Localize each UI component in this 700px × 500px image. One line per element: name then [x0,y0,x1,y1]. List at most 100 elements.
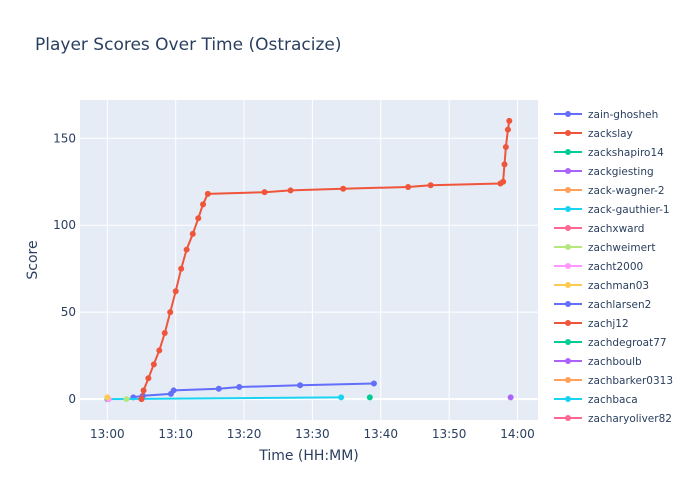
legend-item[interactable]: zachj12 [554,318,629,330]
legend-item[interactable]: zachdegroat77 [554,337,667,349]
legend-item[interactable]: zachxward [554,223,644,235]
x-tick-label: 13:50 [432,427,467,441]
legend-item[interactable]: zacht2000 [554,261,643,273]
data-point[interactable] [338,394,345,401]
data-point[interactable] [104,394,111,401]
x-axis-title: Time (HH:MM) [258,448,359,464]
data-point[interactable] [370,380,377,387]
data-point[interactable] [145,375,152,382]
legend-swatch-marker [565,168,571,174]
legend-label: zacharyoliver82 [588,413,672,425]
data-point[interactable] [195,215,202,222]
legend-item[interactable]: zachlarsen2 [554,299,651,311]
legend-item[interactable]: zain-ghosheh [554,109,658,121]
y-tick-label: 100 [53,218,76,232]
legend-swatch-marker [565,339,571,345]
legend-label: zachboulb [588,356,642,368]
data-point[interactable] [366,394,373,401]
data-point[interactable] [183,246,190,253]
series-zachweimert [123,396,130,403]
x-tick-label: 13:40 [363,427,398,441]
y-tick-label: 50 [61,305,76,319]
legend-label: zachman03 [588,280,649,292]
legend-item[interactable]: zachweimert [554,242,655,254]
y-tick-label: 0 [68,392,76,406]
data-point[interactable] [297,382,304,389]
data-point[interactable] [178,265,185,272]
data-point[interactable] [340,185,347,192]
data-point[interactable] [236,383,243,390]
legend-item[interactable]: zachbarker0313 [554,375,673,387]
data-point[interactable] [167,309,174,316]
data-point[interactable] [140,387,147,394]
data-point[interactable] [200,201,207,208]
legend-swatch-marker [565,244,571,250]
data-point[interactable] [172,288,179,295]
legend-label: zachlarsen2 [588,299,651,311]
y-axis-title: Score [25,240,41,279]
legend-item[interactable]: zack-wagner-2 [554,185,665,197]
series-line [107,396,342,401]
legend[interactable]: zain-ghosheh zackslay zackshapiro14 zackgie… [554,109,673,425]
data-point[interactable] [123,396,130,403]
legend-item[interactable]: zachboulb [554,356,642,368]
series-zackslay [138,117,513,403]
legend-item[interactable]: zachbaca [554,394,638,406]
legend-swatch-marker [565,415,571,421]
legend-item[interactable]: zacharyoliver82 [554,413,672,425]
legend-label: zain-ghosheh [588,109,658,121]
legend-swatch-marker [565,358,571,364]
chart-title: Player Scores Over Time (Ostracize) [35,35,342,55]
legend-swatch-marker [565,320,571,326]
data-point[interactable] [150,361,157,368]
data-point[interactable] [287,187,294,194]
legend-item[interactable]: zackshapiro14 [554,147,664,159]
data-point[interactable] [501,161,508,168]
series-zackshapiro14 [366,394,373,401]
data-point[interactable] [261,189,268,196]
legend-label: zachxward [588,223,644,235]
data-point[interactable] [215,385,222,392]
legend-label: zacht2000 [588,261,643,273]
data-point[interactable] [138,396,145,403]
legend-label: zachj12 [588,318,629,330]
legend-item[interactable]: zack-gauthier-1 [554,204,670,216]
legend-item[interactable]: zackslay [554,128,633,140]
data-point[interactable] [170,387,177,394]
data-point[interactable] [189,230,196,237]
legend-label: zachdegroat77 [588,337,667,349]
x-tick-label: 13:30 [295,427,330,441]
series-zachman03 [104,394,111,401]
data-point[interactable] [161,330,168,337]
legend-swatch-marker [565,206,571,212]
legend-item[interactable]: zackgiesting [554,166,654,178]
legend-swatch-marker [565,282,571,288]
legend-label: zackshapiro14 [588,147,664,159]
legend-label: zachbarker0313 [588,375,673,387]
data-point[interactable] [504,126,511,133]
plot-background [80,100,538,420]
grid [80,100,538,420]
legend-swatch-marker [565,187,571,193]
data-point[interactable] [502,143,509,150]
legend-item[interactable]: zachman03 [554,280,649,292]
x-tick-label: 13:20 [227,427,262,441]
legend-swatch-marker [565,301,571,307]
data-point[interactable] [506,117,513,124]
legend-label: zack-wagner-2 [588,185,665,197]
data-point[interactable] [156,347,163,354]
legend-swatch-marker [565,263,571,269]
data-point[interactable] [405,183,412,190]
legend-label: zackslay [588,128,633,140]
data-point[interactable] [204,190,211,197]
legend-swatch-marker [565,149,571,155]
data-point[interactable] [427,182,434,189]
legend-swatch-marker [565,225,571,231]
data-point[interactable] [500,178,507,185]
data-point[interactable] [507,394,514,401]
x-tick-label: 14:00 [500,427,535,441]
legend-label: zack-gauthier-1 [588,204,670,216]
tick-labels: 13:00 13:10 13:20 13:30 13:40 13:50 14:00 0 50 10… [53,131,535,441]
